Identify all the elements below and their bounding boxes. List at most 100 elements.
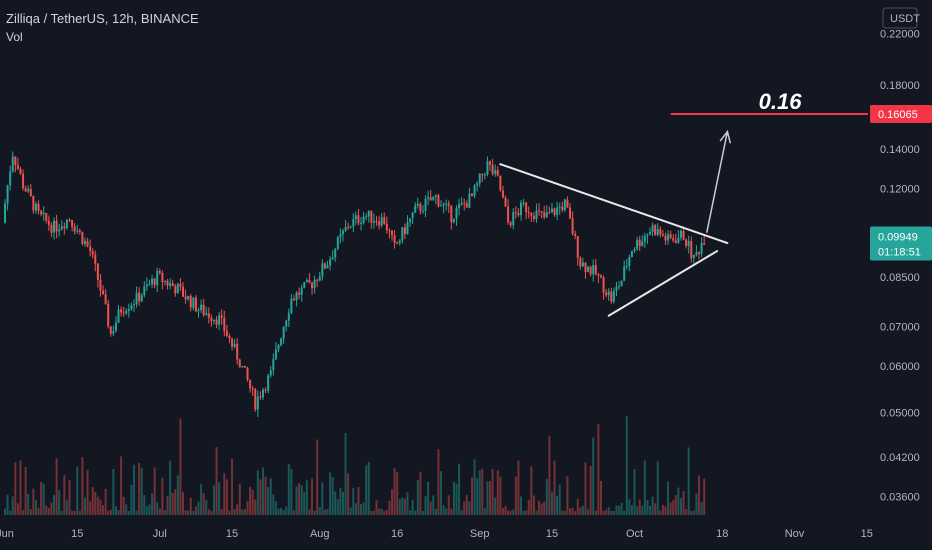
candle-body: [587, 266, 590, 272]
volume-bar: [447, 495, 450, 515]
candle-body: [563, 199, 566, 211]
candle-body: [615, 286, 618, 291]
volume-bar: [388, 500, 391, 515]
candle-body: [71, 219, 74, 227]
volume-bar: [11, 496, 14, 515]
candle-body: [179, 283, 182, 287]
volume-bar: [274, 501, 277, 515]
volume-bar: [269, 478, 272, 515]
volume-bar: [295, 486, 298, 515]
volume-bar: [96, 496, 99, 515]
candle-body: [602, 277, 605, 293]
volume-bar: [112, 468, 115, 515]
volume-bar: [200, 484, 203, 515]
candle-body: [450, 205, 453, 223]
candle-body: [520, 202, 522, 216]
volume-bar: [365, 465, 368, 515]
volume-bar: [664, 506, 667, 515]
x-tick-label: 18: [716, 528, 728, 540]
candle-body: [556, 207, 559, 215]
candle-body: [27, 188, 30, 192]
candle-body: [125, 311, 128, 314]
volume-bar: [272, 494, 275, 515]
volume-bar: [76, 466, 79, 515]
volume-bar: [442, 505, 445, 515]
symbol-title[interactable]: Zilliqa / TetherUS, 12h, BINANCE: [6, 11, 199, 26]
candle-body: [176, 283, 179, 294]
candle-countdown: 01:18:51: [878, 247, 921, 259]
candle-body: [94, 254, 97, 264]
x-tick-label: 15: [226, 528, 238, 540]
currency-button[interactable]: [882, 7, 918, 29]
candle-body: [225, 330, 228, 337]
volume-bar: [643, 460, 646, 515]
candle-body: [339, 234, 342, 238]
volume-bar: [545, 478, 548, 515]
candle-body: [212, 319, 215, 321]
volume-bar: [94, 491, 97, 515]
candle-body: [19, 168, 22, 174]
volume-bar: [6, 494, 9, 515]
volume-bar: [692, 510, 695, 515]
candle-body: [166, 280, 169, 286]
volume-bar: [512, 509, 515, 515]
volume-bar: [99, 499, 102, 515]
candle-body: [308, 280, 311, 283]
candle-body: [548, 212, 551, 214]
candle-body: [223, 317, 226, 331]
volume-bar: [32, 488, 35, 515]
volume-bar: [372, 510, 375, 515]
volume-bar: [623, 510, 626, 515]
volume-bar: [367, 461, 370, 515]
candle-body: [403, 227, 406, 234]
volume-bar: [321, 482, 324, 515]
volume-bar: [501, 508, 504, 515]
candle-body: [427, 197, 430, 199]
volume-bar: [550, 491, 553, 515]
volume-bar: [262, 467, 264, 515]
candle-body: [411, 212, 414, 219]
candle-body: [664, 235, 667, 241]
drawings[interactable]: 0.16: [499, 89, 868, 317]
volume-bar: [163, 510, 166, 515]
volume-bar: [34, 499, 37, 515]
candle-body: [280, 338, 283, 346]
candle-body: [618, 286, 621, 288]
candle-body: [698, 252, 701, 254]
volume-bar: [589, 466, 592, 515]
volume-bar: [473, 459, 476, 515]
target-price-label: 0.16065: [878, 109, 918, 121]
candle-body: [192, 297, 195, 308]
volume-bar: [259, 479, 262, 515]
volume-bar: [109, 509, 112, 515]
candle-body: [120, 309, 123, 313]
volume-bar: [625, 416, 628, 515]
candle-body: [424, 198, 427, 211]
candle-body: [140, 295, 143, 302]
volume-bar: [192, 510, 195, 515]
volume-bar: [690, 510, 693, 515]
volume-bar: [223, 472, 226, 515]
candle-body: [151, 278, 154, 285]
x-tick-label: 15: [546, 528, 558, 540]
volume-bar: [212, 485, 215, 515]
candle-body: [646, 234, 649, 236]
volume-bar: [354, 503, 357, 515]
candle-body: [605, 292, 608, 296]
time-axis[interactable]: Jun 15 Jul 15 Aug 16 Sep 15 Oct 18 Nov 15: [0, 528, 873, 540]
volume-bar: [571, 507, 574, 515]
price-axis[interactable]: 0.22000 0.18000 0.14000 0.12000 0.08500 0.070…: [880, 7, 920, 504]
volume-bar: [246, 500, 249, 515]
volume-bar: [86, 469, 89, 515]
candle-body: [174, 286, 177, 294]
triangle-upper-line: [499, 163, 729, 245]
volume-label[interactable]: Vol: [6, 30, 23, 44]
candle-body: [86, 240, 89, 247]
volume-bar: [169, 460, 172, 515]
candle-body: [58, 229, 61, 232]
candle-body: [145, 284, 148, 287]
volume-bar: [489, 481, 492, 515]
candle-body: [272, 359, 275, 371]
candle-body: [89, 246, 92, 252]
